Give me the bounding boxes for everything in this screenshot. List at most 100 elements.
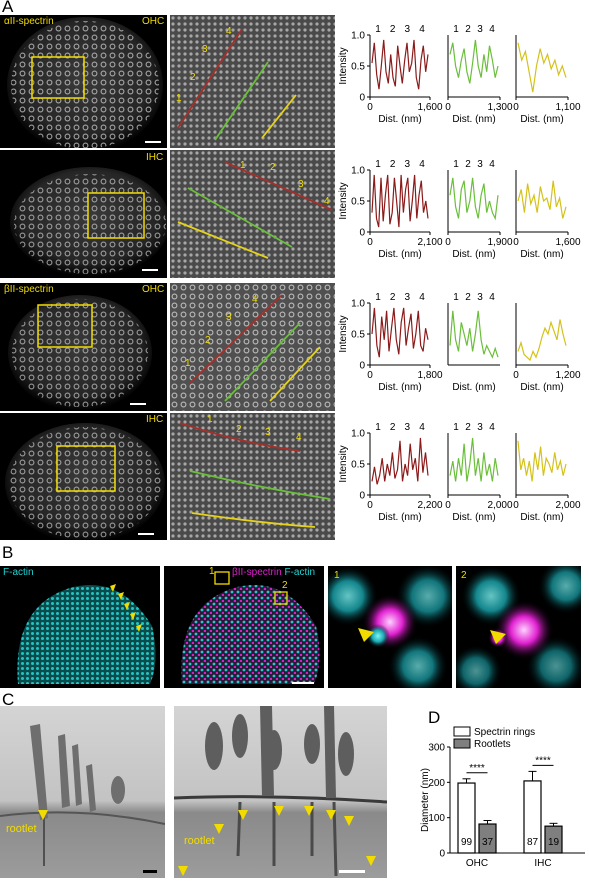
protein-label-row3: βII-spectrin (4, 284, 54, 295)
zoom-number-4: 4 (252, 294, 258, 305)
category-label: OHC (466, 858, 488, 869)
panel-letter-c: C (2, 690, 15, 709)
y-tick-label: 1.0 (351, 429, 365, 440)
profile-line (517, 42, 567, 93)
y-tick-label: 0.5 (351, 330, 365, 341)
box-number-2: 2 (282, 580, 288, 591)
legend-swatch (453, 726, 471, 737)
intensity-profiles: 0 0.5 1.0 Intensity 0 1,600 Dist. (nm) 1 2 3 4 0 1,3… (338, 24, 581, 523)
x-tick-label: 0 (445, 500, 451, 511)
zoom-alpha-ihc (170, 150, 335, 278)
x-axis-label: Dist. (nm) (452, 249, 495, 260)
x-tick-label: 2,000 (487, 500, 512, 511)
profile-line (517, 319, 567, 362)
micrograph-beta-ohc (0, 283, 167, 411)
x-axis-label: Dist. (nm) (452, 512, 495, 523)
peak-label: 3 (477, 422, 483, 433)
peak-label: 1 (375, 422, 381, 433)
y-tick-label: 0 (359, 361, 365, 372)
x-axis-label: Dist. (nm) (520, 382, 563, 393)
bar-y-axis-label: Diameter (nm) (420, 768, 431, 832)
n-label: 37 (482, 837, 494, 848)
y-tick-label: 0 (359, 491, 365, 502)
zoom-number-1: 1 (185, 358, 191, 369)
peak-label: 2 (390, 292, 396, 303)
bar-y-tick-label: 300 (428, 743, 445, 754)
x-tick-label: 1,800 (417, 370, 442, 381)
diameter-chart-svg: 0 100 200 300 Diameter (nm) Spectrin ringsRoo… (420, 726, 585, 869)
y-tick-label: 0 (359, 93, 365, 104)
x-tick-label: 0 (367, 370, 373, 381)
x-tick-label: 0 (445, 102, 451, 113)
rootlet-label-2: rootlet (184, 835, 215, 847)
panel-letter-d: D (428, 708, 441, 727)
rootlet-label-1: rootlet (6, 823, 37, 835)
peak-label: 2 (465, 24, 471, 35)
factin-label-merge: F-actin (284, 567, 315, 578)
peak-label: 3 (405, 24, 411, 35)
profile-line (449, 437, 499, 482)
peak-label: 4 (489, 159, 495, 170)
zoom-alpha-ohc (170, 15, 335, 148)
peak-label: 2 (390, 24, 396, 35)
peak-label: 4 (419, 24, 425, 35)
y-tick-label: 1.0 (351, 31, 365, 42)
zoom-beta-ohc (170, 283, 335, 411)
x-tick-label: 1,100 (555, 102, 580, 113)
spectrin-label: βII-spectrin (232, 567, 282, 578)
factin-label: F-actin (3, 567, 34, 578)
cell-label-row2: IHC (146, 152, 164, 163)
peak-label: 4 (419, 422, 425, 433)
y-axis-label: Intensity (338, 315, 349, 352)
zoom-number-3: 3 (226, 312, 232, 323)
factin-micrograph (0, 566, 160, 688)
y-axis-label: Intensity (338, 47, 349, 84)
x-axis-label: Dist. (nm) (452, 114, 495, 125)
peak-label: 1 (453, 159, 459, 170)
peak-label: 3 (477, 292, 483, 303)
x-axis-label: Dist. (nm) (452, 382, 495, 393)
profile-line (371, 39, 429, 90)
peak-label: 4 (489, 422, 495, 433)
inset-1 (328, 566, 452, 688)
x-tick-label: 0 (513, 102, 519, 113)
zoom-number-4: 4 (296, 432, 302, 443)
cell-texture-1 (7, 17, 163, 148)
cell-label-row3: OHC (142, 284, 165, 295)
x-axis-label: Dist. (nm) (520, 114, 563, 125)
peak-label: 4 (419, 292, 425, 303)
diameter-chart: 0 100 200 300 Diameter (nm) Spectrin rings Roo… (420, 715, 589, 878)
box-number-1: 1 (209, 566, 215, 577)
profile-line (517, 440, 567, 482)
inset-1-number: 1 (334, 570, 340, 581)
x-axis-label: Dist. (nm) (520, 512, 563, 523)
protein-label-row1: αII-spectrin (4, 16, 54, 27)
bar-y-tick-label: 0 (439, 849, 445, 860)
micrograph-alpha-ohc (0, 15, 167, 148)
zoom-number-3: 3 (265, 427, 271, 438)
x-tick-label: 2,200 (417, 500, 442, 511)
peak-label: 4 (489, 292, 495, 303)
peak-label: 3 (405, 159, 411, 170)
y-tick-label: 0.5 (351, 62, 365, 73)
profile-line (449, 39, 499, 84)
category-label: IHC (534, 858, 551, 869)
x-tick-label: 0 (513, 500, 519, 511)
inset-2 (456, 566, 581, 688)
zoom-beta-ihc (170, 413, 335, 540)
x-axis-label: Dist. (nm) (378, 512, 421, 523)
cell-label-row4: IHC (146, 414, 164, 425)
x-tick-label: 0 (367, 237, 373, 248)
profile-line (371, 437, 429, 485)
peak-label: 1 (453, 422, 459, 433)
bar-y-tick-label: 100 (428, 813, 445, 824)
y-tick-label: 0 (359, 228, 365, 239)
